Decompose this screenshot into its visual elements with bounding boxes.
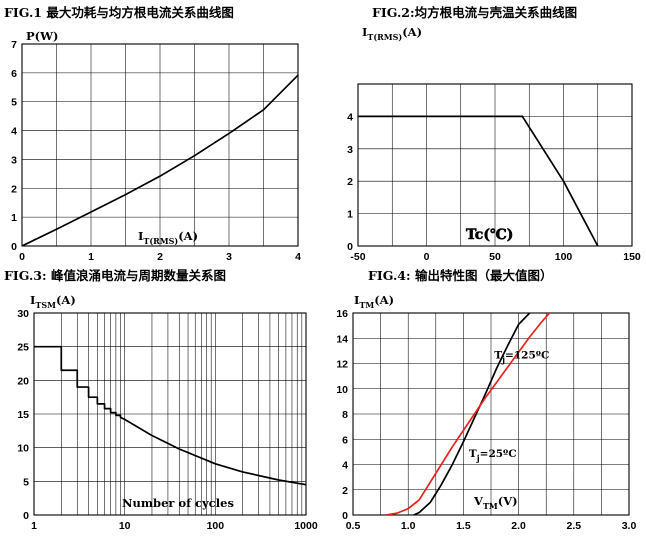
y-tick-label: 5 [23, 476, 29, 488]
x-tick-label: 150 [623, 251, 641, 263]
gridlines [21, 43, 299, 247]
x-tick-label: 50 [489, 251, 501, 263]
x-axis-label: IT(RMS)(A) [138, 229, 198, 246]
x-tick-label: 1000 [294, 520, 318, 532]
y-axis-label: ITSM(A) [30, 293, 76, 310]
x-tick-label: 3 [226, 251, 232, 263]
x-tick-label: 1.5 [456, 520, 471, 532]
y-tick-label: 10 [17, 443, 29, 455]
y-tick-label: 0 [347, 241, 353, 253]
y-tick-label: 0 [342, 510, 348, 522]
y-tick-label: 1 [11, 212, 17, 224]
x-axis-label: Tc(℃) [466, 227, 513, 243]
y-tick-label: 1 [347, 209, 353, 221]
chart-title: FIG.2:均方根电流与壳温关系曲线图 [372, 5, 577, 20]
y-tick-label: 2 [342, 485, 348, 497]
y-axis-label: IT(RMS)(A) [362, 25, 422, 42]
y-axis-label: P(W) [26, 29, 58, 43]
y-axis-label: ITM(A) [354, 293, 394, 310]
gridlines [352, 312, 630, 516]
x-tick-label: 100 [555, 251, 573, 263]
series-line-2 [385, 313, 551, 515]
x-tick-label: 2.0 [511, 520, 526, 532]
gridlines [357, 84, 633, 247]
plot-frame [33, 312, 307, 516]
x-tick-label: 0.5 [346, 520, 361, 532]
x-tick-label: 0 [19, 251, 25, 263]
y-tick-label: 4 [11, 126, 17, 138]
x-tick-label: 1 [88, 251, 94, 263]
series-line-1 [413, 313, 531, 515]
y-tick-label: 20 [17, 375, 29, 387]
y-tick-label: 4 [347, 111, 353, 123]
y-tick-label: 6 [342, 434, 348, 446]
series-line-1 [22, 74, 298, 246]
chart-title: FIG.3: 峰值浪涌电流与周期数量关系图 [4, 268, 226, 283]
x-tick-label: 2.5 [566, 520, 581, 532]
chart-1: FIG.1 最大功耗与均方根电流关系曲线图 0 1 2 3 4 5 6 7 0 1 2 3 4 P(W) IT… [4, 5, 301, 263]
y-tick-label: 6 [11, 68, 17, 80]
x-tick-label: 1 [31, 520, 37, 532]
y-tick-label: 25 [17, 342, 29, 354]
y-tick-label: 14 [336, 333, 348, 345]
chart-title: FIG.4: 输出特性图（最大值图） [368, 268, 552, 283]
y-tick-label: 3 [11, 154, 17, 166]
x-tick-label: 1.0 [401, 520, 416, 532]
y-tick-label: 2 [347, 176, 353, 188]
y-tick-label: 12 [336, 359, 348, 371]
chart-4: FIG.4: 输出特性图（最大值图） 0 2 4 6 8 10 12 14 16 0.5 1.0 1.5… [336, 268, 636, 532]
x-tick-label: 100 [207, 520, 225, 532]
gridlines [33, 312, 306, 516]
x-tick-label: 0 [424, 251, 430, 263]
x-axis-label: VTM(V) [473, 494, 518, 511]
plot-frame [21, 43, 299, 247]
x-tick-label: 4 [295, 251, 301, 263]
series-annotation-1: Tj=125ºC [494, 349, 549, 364]
y-tick-label: 16 [336, 308, 348, 320]
y-tick-label: 0 [23, 510, 29, 522]
y-tick-label: 10 [336, 384, 348, 396]
series-annotation-2: Tj=25ºC [469, 448, 517, 463]
series-line-1 [358, 115, 599, 246]
y-tick-label: 4 [342, 460, 348, 472]
chart-title: FIG.1 最大功耗与均方根电流关系曲线图 [4, 5, 234, 20]
x-tick-label: -50 [350, 251, 365, 263]
x-tick-label: 10 [119, 520, 131, 532]
y-tick-label: 15 [17, 409, 29, 421]
x-tick-label: 3.0 [622, 520, 637, 532]
chart-3: FIG.3: 峰值浪涌电流与周期数量关系图 0 5 10 15 20 25 30 1 10 100 1… [4, 268, 318, 532]
x-tick-label: 2 [157, 251, 163, 263]
x-axis-label: Number of cycles [122, 496, 234, 510]
y-tick-label: 7 [11, 39, 17, 51]
plot-frame [357, 83, 633, 247]
y-tick-label: 8 [342, 409, 348, 421]
y-tick-label: 5 [11, 97, 17, 109]
y-tick-label: 30 [17, 308, 29, 320]
y-tick-label: 0 [11, 241, 17, 253]
plot-frame [352, 312, 630, 516]
y-tick-label: 2 [11, 183, 17, 195]
y-tick-label: 3 [347, 144, 353, 156]
series-line-1 [34, 345, 306, 486]
